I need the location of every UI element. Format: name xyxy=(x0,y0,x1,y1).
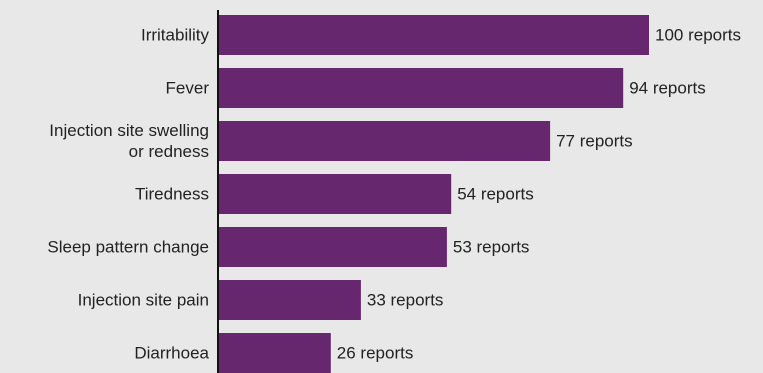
category-label-2: Injection site swelling or redness xyxy=(49,121,209,161)
category-label-line: Injection site swelling xyxy=(49,121,209,140)
category-label-line: Fever xyxy=(166,79,210,98)
bar-6 xyxy=(219,333,331,373)
value-label-6: 26 reports xyxy=(337,344,414,363)
category-label-line: Sleep pattern change xyxy=(47,238,209,257)
category-label-line: Tiredness xyxy=(135,185,209,204)
bars-layer xyxy=(219,15,649,373)
category-label-line: Injection site pain xyxy=(78,291,209,310)
category-label-6: Diarrhoea xyxy=(134,344,209,363)
bar-4 xyxy=(219,227,447,267)
value-label-1: 94 reports xyxy=(629,79,706,98)
bar-2 xyxy=(219,121,551,161)
category-label-5: Injection site pain xyxy=(78,291,209,310)
value-label-2: 77 reports xyxy=(556,132,633,151)
value-label-3: 54 reports xyxy=(457,185,534,204)
value-label-0: 100 reports xyxy=(655,26,741,45)
bar-1 xyxy=(219,68,624,108)
value-label-4: 53 reports xyxy=(453,238,530,257)
category-label-3: Tiredness xyxy=(135,185,209,204)
category-label-line: Irritability xyxy=(141,26,210,45)
bar-3 xyxy=(219,174,452,214)
bar-0 xyxy=(219,15,649,55)
bar-5 xyxy=(219,280,361,320)
category-label-4: Sleep pattern change xyxy=(47,238,209,257)
value-label-5: 33 reports xyxy=(367,291,444,310)
category-label-line: Diarrhoea xyxy=(134,344,209,363)
category-label-line: or redness xyxy=(129,142,209,161)
labels-layer: 100 reports Irritability 94 reports Fever 77… xyxy=(47,26,741,363)
category-label-1: Fever xyxy=(166,79,210,98)
category-label-0: Irritability xyxy=(141,26,210,45)
